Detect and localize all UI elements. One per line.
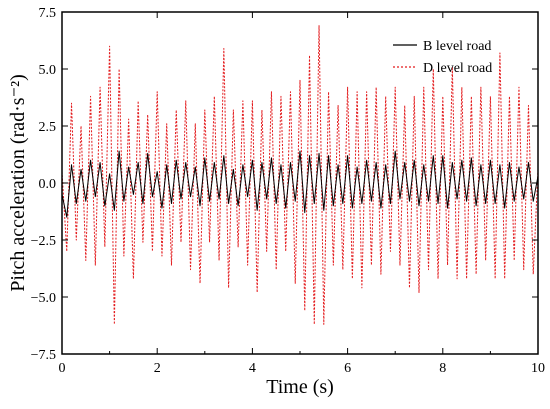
y-tick-label: −2.5 — [31, 234, 56, 249]
y-tick-label: 2.5 — [39, 120, 57, 135]
x-tick-label: 0 — [59, 361, 66, 376]
series-layer — [61, 25, 539, 325]
y-tick-label: −5.0 — [31, 291, 56, 306]
y-tick-label: 7.5 — [39, 6, 57, 21]
x-tick-label: 2 — [154, 361, 161, 376]
legend-label-b-level-road: B level road — [423, 39, 491, 54]
x-tick-label: 10 — [531, 361, 545, 376]
x-tick-label: 8 — [439, 361, 446, 376]
legend: B level road D level road — [393, 39, 492, 76]
series-line-b-level-road — [61, 150, 539, 218]
x-tick-label: 6 — [344, 361, 351, 376]
y-axis-ticks: −7.5 −5.0 −2.5 0.0 2.5 5.0 7.5 — [31, 6, 538, 363]
y-tick-label: 0.0 — [39, 177, 57, 192]
series-line-d-level-road — [61, 25, 539, 325]
y-axis-label: Pitch acceleration (rad·s⁻²) — [7, 74, 29, 292]
x-tick-label: 4 — [249, 361, 256, 376]
y-tick-label: −7.5 — [31, 348, 56, 363]
legend-label-d-level-road: D level road — [423, 61, 492, 76]
x-axis-label: Time (s) — [266, 376, 334, 398]
x-axis-ticks: 0 2 4 6 8 10 — [59, 12, 545, 376]
y-tick-label: 5.0 — [39, 63, 57, 78]
